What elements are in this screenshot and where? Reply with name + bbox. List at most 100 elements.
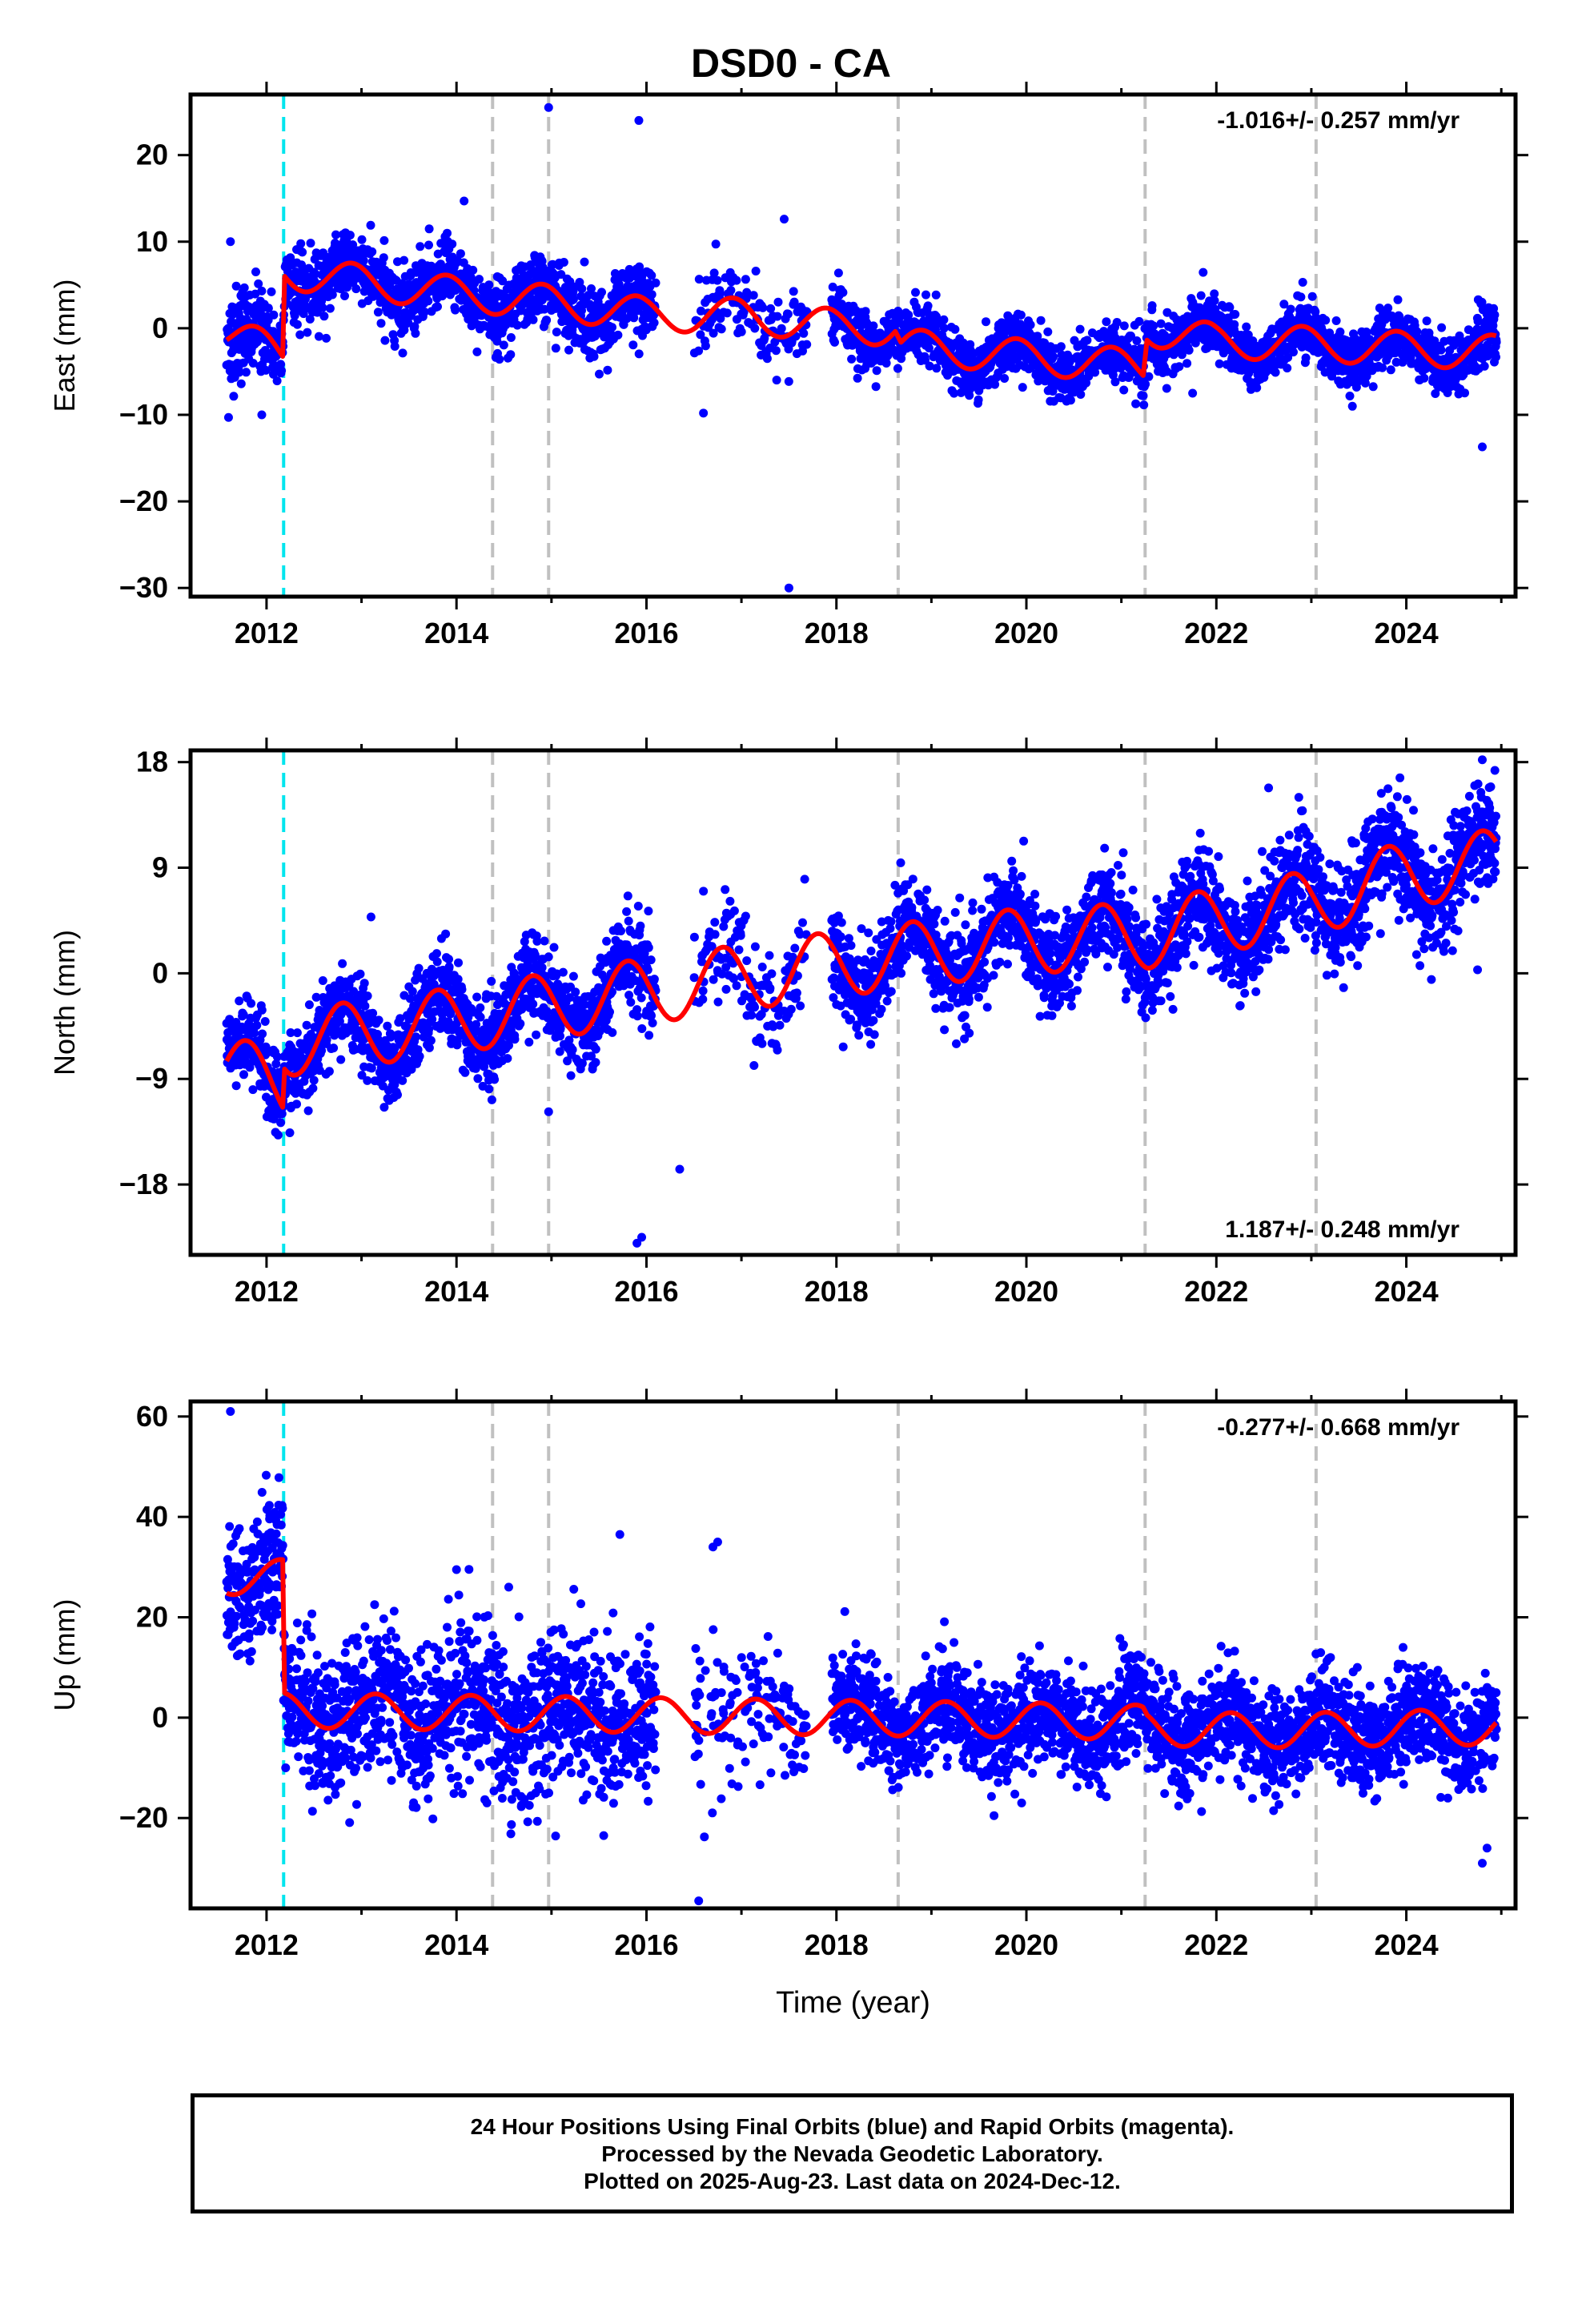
data-point bbox=[1119, 321, 1129, 331]
data-point bbox=[295, 330, 305, 340]
data-point bbox=[390, 342, 400, 351]
data-point bbox=[749, 291, 758, 300]
data-point bbox=[1283, 364, 1292, 373]
data-point bbox=[552, 328, 561, 337]
data-point bbox=[1000, 374, 1010, 383]
data-point bbox=[248, 359, 258, 368]
data-point bbox=[1102, 317, 1111, 327]
data-point bbox=[758, 303, 768, 312]
data-point bbox=[292, 320, 302, 329]
data-point bbox=[783, 309, 793, 319]
data-point bbox=[383, 1021, 392, 1031]
data-point bbox=[411, 328, 420, 338]
data-point bbox=[367, 247, 377, 256]
data-point bbox=[1018, 383, 1027, 392]
data-point bbox=[359, 256, 368, 265]
data-point bbox=[357, 235, 367, 244]
data-point bbox=[713, 275, 722, 285]
data-point bbox=[1331, 316, 1341, 325]
panel-north: 2012 2014 2016 2018 2020 2022 2024−18−90918Nor… bbox=[48, 738, 1528, 1308]
data-point bbox=[302, 1020, 311, 1030]
data-point bbox=[360, 1001, 370, 1011]
data-point bbox=[1132, 336, 1142, 345]
data-point bbox=[318, 976, 327, 985]
data-point bbox=[476, 1012, 485, 1022]
data-point bbox=[379, 253, 388, 263]
data-point bbox=[404, 318, 413, 328]
data-point bbox=[584, 291, 593, 300]
data-point bbox=[766, 304, 776, 313]
data-point bbox=[1347, 401, 1357, 411]
data-point bbox=[472, 347, 482, 356]
data-point bbox=[1321, 316, 1331, 325]
y-tick-label: 20 bbox=[136, 139, 168, 171]
data-point bbox=[1138, 391, 1148, 400]
outlier-point bbox=[1477, 442, 1487, 452]
data-point bbox=[1049, 352, 1058, 361]
data-point bbox=[1231, 310, 1240, 319]
data-point bbox=[258, 1029, 267, 1039]
data-point bbox=[651, 278, 661, 287]
data-point bbox=[247, 999, 256, 1008]
data-point bbox=[235, 996, 244, 1006]
data-point bbox=[398, 1076, 408, 1085]
outlier-point bbox=[1188, 388, 1198, 398]
data-point bbox=[1335, 328, 1345, 336]
data-point bbox=[263, 304, 273, 313]
data-point bbox=[709, 328, 718, 338]
data-point bbox=[861, 307, 870, 316]
data-point bbox=[292, 1028, 302, 1038]
data-point bbox=[1043, 327, 1053, 336]
data-point bbox=[229, 392, 239, 401]
data-point bbox=[773, 312, 782, 321]
data-point bbox=[355, 969, 365, 979]
data-point bbox=[742, 287, 752, 297]
data-point bbox=[1296, 292, 1306, 302]
data-point bbox=[568, 295, 578, 304]
data-point bbox=[629, 313, 639, 323]
data-point bbox=[893, 364, 902, 373]
data-point bbox=[564, 345, 573, 355]
data-point bbox=[1307, 292, 1317, 301]
data-point bbox=[726, 286, 736, 295]
data-point bbox=[314, 332, 323, 341]
outlier-point bbox=[784, 583, 793, 593]
data-point bbox=[741, 275, 750, 284]
data-point bbox=[1362, 328, 1371, 336]
data-point bbox=[263, 316, 273, 325]
y-tick-label: −10 bbox=[119, 398, 168, 431]
data-point bbox=[338, 959, 347, 968]
data-point bbox=[1460, 388, 1469, 398]
outlier-point bbox=[544, 103, 553, 112]
data-point bbox=[1134, 316, 1144, 326]
data-point bbox=[532, 1030, 541, 1039]
data-point bbox=[318, 303, 327, 312]
data-point bbox=[853, 373, 862, 383]
data-point bbox=[443, 228, 452, 238]
data-point bbox=[1199, 267, 1208, 277]
data-point bbox=[285, 1128, 295, 1137]
data-point bbox=[444, 955, 453, 964]
data-point bbox=[1016, 310, 1026, 320]
data-point bbox=[257, 286, 267, 296]
data-point bbox=[528, 315, 538, 324]
data-point bbox=[503, 1054, 512, 1063]
data-point bbox=[476, 1003, 485, 1012]
data-point bbox=[751, 267, 761, 275]
data-point bbox=[457, 985, 467, 995]
data-point bbox=[317, 296, 327, 306]
data-point bbox=[524, 1037, 534, 1047]
data-point bbox=[784, 376, 793, 386]
data-point bbox=[537, 963, 547, 972]
data-point bbox=[634, 349, 644, 359]
data-point bbox=[516, 1019, 525, 1028]
x-tick-label: 2016 bbox=[614, 617, 678, 649]
data-point bbox=[931, 290, 941, 300]
data-point bbox=[415, 1051, 424, 1061]
data-point bbox=[1036, 316, 1046, 325]
data-point bbox=[911, 287, 920, 297]
data-point bbox=[351, 284, 361, 294]
data-point bbox=[257, 1005, 267, 1015]
data-point bbox=[694, 346, 704, 356]
